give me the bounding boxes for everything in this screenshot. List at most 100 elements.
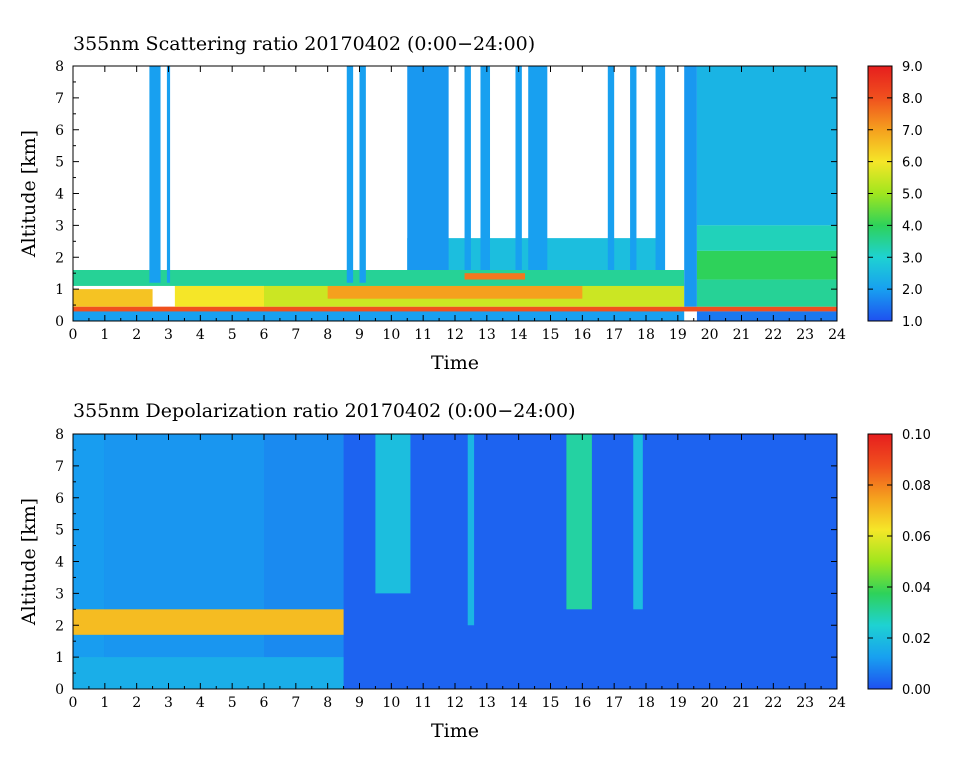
y-tick-label: 6	[55, 491, 64, 507]
x-tick-label: 11	[414, 695, 432, 711]
colorbar-tick-label: 1.0	[902, 315, 923, 330]
colorbar-tick-label: 0.06	[902, 530, 931, 545]
heatmap-cell	[73, 609, 344, 635]
x-tick-label: 17	[605, 327, 623, 343]
colorbar-tick-label: 3.0	[902, 251, 923, 266]
heatmap-cell	[327, 285, 583, 299]
heatmap-layer	[73, 434, 837, 689]
panel-1: 355nm Scattering ratio 20170402 (0:00−24…	[18, 33, 923, 374]
x-tick-label: 8	[323, 327, 332, 343]
y-tick-label: 0	[55, 314, 64, 330]
heatmap-cell	[696, 279, 837, 307]
heatmap-cell	[684, 66, 697, 307]
x-tick-label: 3	[164, 695, 173, 711]
heatmap-cell	[528, 66, 548, 270]
x-tick-label: 14	[510, 327, 528, 343]
y-tick-label: 3	[55, 218, 64, 234]
x-tick-label: 0	[69, 327, 78, 343]
heatmap-cell	[467, 434, 475, 626]
y-tick-label: 7	[55, 459, 64, 475]
heatmap-cell	[696, 311, 837, 321]
panel-2: 355nm Depolarization ratio 20170402 (0:0…	[18, 400, 931, 742]
colorbar	[867, 433, 893, 690]
x-tick-label: 3	[164, 327, 173, 343]
x-tick-label: 10	[382, 327, 400, 343]
heatmap-cell	[696, 66, 837, 226]
heatmap-layer	[73, 66, 837, 321]
x-tick-label: 22	[764, 327, 782, 343]
y-tick-label: 1	[55, 650, 64, 666]
x-tick-label: 16	[573, 327, 591, 343]
x-tick-label: 13	[478, 695, 496, 711]
heatmap-cell	[149, 66, 161, 283]
colorbar-tick-label: 4.0	[902, 219, 923, 234]
x-tick-label: 15	[542, 327, 560, 343]
x-tick-label: 24	[828, 695, 846, 711]
x-tick-label: 18	[637, 327, 655, 343]
x-tick-label: 17	[605, 695, 623, 711]
y-tick-label: 0	[55, 682, 64, 698]
x-tick-label: 20	[701, 327, 719, 343]
y-tick-label: 5	[55, 155, 64, 171]
x-tick-label: 24	[828, 327, 846, 343]
x-tick-label: 19	[669, 327, 687, 343]
colorbar-tick-label: 6.0	[902, 156, 923, 171]
x-tick-label: 15	[542, 695, 560, 711]
x-tick-label: 2	[132, 327, 141, 343]
heatmap-cell	[73, 657, 344, 689]
x-tick-label: 13	[478, 327, 496, 343]
heatmap-cell	[607, 66, 615, 270]
y-tick-label: 7	[55, 91, 64, 107]
x-tick-label: 8	[323, 695, 332, 711]
x-tick-label: 19	[669, 695, 687, 711]
heatmap-cell	[346, 66, 354, 283]
colorbar-tick-label: 0.10	[902, 428, 931, 443]
x-tick-label: 9	[355, 695, 364, 711]
x-tick-label: 20	[701, 695, 719, 711]
x-tick-label: 1	[100, 695, 109, 711]
x-tick-label: 21	[733, 695, 751, 711]
y-tick-label: 8	[55, 427, 64, 443]
x-axis-label: Time	[431, 352, 479, 374]
x-tick-label: 12	[446, 695, 464, 711]
y-tick-label: 2	[55, 250, 64, 266]
x-axis-label: Time	[431, 720, 479, 742]
heatmap-cell	[73, 309, 685, 321]
heatmap-cell	[696, 250, 837, 280]
heatmap-cell	[480, 66, 491, 270]
heatmap-cell	[633, 434, 643, 610]
y-tick-label: 6	[55, 123, 64, 139]
x-tick-label: 7	[291, 695, 300, 711]
heatmap-cell	[73, 306, 837, 312]
heatmap-cell	[515, 66, 522, 270]
heatmap-cell	[630, 66, 637, 270]
chart-title: 355nm Depolarization ratio 20170402 (0:0…	[73, 400, 575, 422]
chart-title: 355nm Scattering ratio 20170402 (0:00−24…	[73, 33, 535, 55]
y-tick-label: 8	[55, 59, 64, 75]
colorbar-tick-label: 2.0	[902, 283, 923, 298]
heatmap-cell	[73, 270, 685, 286]
heatmap-cell	[464, 273, 526, 280]
x-tick-label: 4	[196, 327, 205, 343]
x-tick-label: 6	[260, 695, 269, 711]
y-axis-label: Altitude [km]	[18, 498, 40, 626]
x-tick-label: 18	[637, 695, 655, 711]
heatmap-cell	[655, 66, 666, 270]
y-tick-label: 1	[55, 282, 64, 298]
x-tick-label: 11	[414, 327, 432, 343]
x-tick-label: 21	[733, 327, 751, 343]
y-tick-label: 3	[55, 586, 64, 602]
y-axis-label: Altitude [km]	[18, 130, 40, 258]
heatmap-cell	[174, 285, 264, 307]
x-tick-label: 2	[132, 695, 141, 711]
y-tick-label: 5	[55, 523, 64, 539]
y-tick-label: 2	[55, 618, 64, 634]
heatmap-cell	[166, 66, 171, 283]
heatmap-cell	[464, 66, 471, 270]
x-tick-label: 7	[291, 327, 300, 343]
colorbar-tick-label: 7.0	[902, 124, 923, 139]
heatmap-cell	[566, 434, 592, 610]
y-tick-label: 4	[55, 555, 64, 571]
colorbar-tick-label: 0.02	[902, 632, 931, 647]
heatmap-cell	[696, 225, 837, 251]
